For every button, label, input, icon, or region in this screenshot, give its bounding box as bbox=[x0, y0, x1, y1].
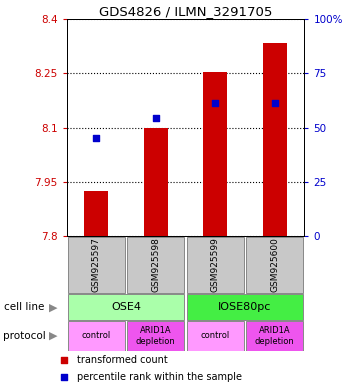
Text: protocol: protocol bbox=[4, 331, 46, 341]
Bar bbox=[187, 294, 303, 320]
Text: GSM925598: GSM925598 bbox=[151, 238, 160, 292]
Bar bbox=[127, 237, 184, 293]
Text: ARID1A
depletion: ARID1A depletion bbox=[136, 326, 176, 346]
Bar bbox=[68, 237, 125, 293]
Text: GSM925597: GSM925597 bbox=[92, 238, 101, 292]
Bar bbox=[84, 191, 108, 236]
Point bbox=[62, 374, 67, 380]
Text: control: control bbox=[82, 331, 111, 341]
Text: GSM925599: GSM925599 bbox=[211, 238, 220, 292]
Bar bbox=[68, 321, 125, 351]
Text: ▶: ▶ bbox=[49, 302, 58, 312]
Bar bbox=[144, 128, 168, 236]
Bar bbox=[68, 294, 184, 320]
Bar bbox=[187, 321, 244, 351]
Point bbox=[212, 100, 218, 106]
Point bbox=[153, 115, 159, 121]
Bar bbox=[187, 237, 244, 293]
Point bbox=[93, 135, 99, 141]
Bar bbox=[203, 72, 227, 236]
Point bbox=[62, 358, 67, 364]
Bar bbox=[246, 321, 303, 351]
Text: percentile rank within the sample: percentile rank within the sample bbox=[77, 372, 242, 382]
Text: GSM925600: GSM925600 bbox=[270, 238, 279, 292]
Bar bbox=[263, 43, 287, 236]
Point bbox=[272, 100, 278, 106]
Text: control: control bbox=[201, 331, 230, 341]
Bar bbox=[127, 321, 184, 351]
Text: cell line: cell line bbox=[4, 302, 44, 312]
Text: IOSE80pc: IOSE80pc bbox=[218, 302, 272, 312]
Text: transformed count: transformed count bbox=[77, 356, 168, 366]
Text: ARID1A
depletion: ARID1A depletion bbox=[255, 326, 295, 346]
Title: GDS4826 / ILMN_3291705: GDS4826 / ILMN_3291705 bbox=[99, 5, 272, 18]
Text: OSE4: OSE4 bbox=[111, 302, 141, 312]
Text: ▶: ▶ bbox=[49, 331, 58, 341]
Bar bbox=[246, 237, 303, 293]
